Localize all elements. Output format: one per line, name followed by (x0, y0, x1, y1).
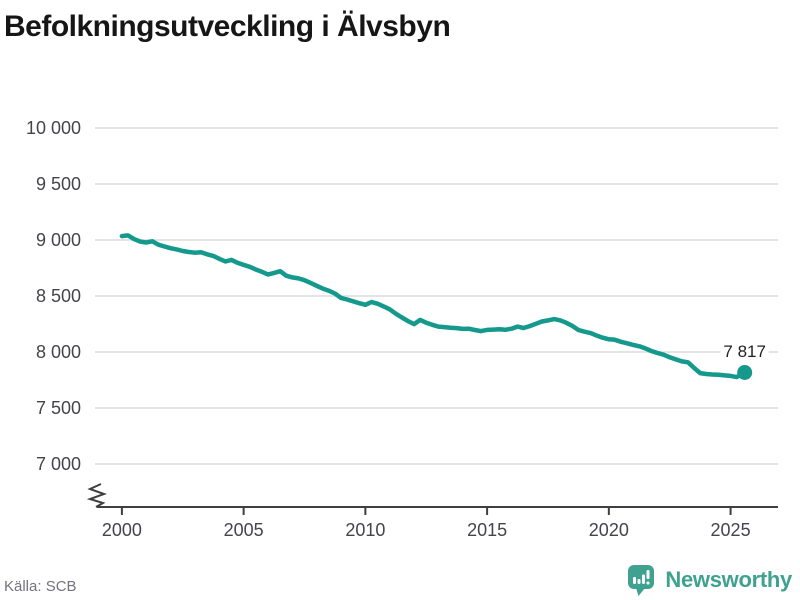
chart-title: Befolkningsutveckling i Älvsbyn (4, 10, 451, 43)
y-axis-tick-label: 8 000 (35, 342, 81, 362)
newsworthy-bubble-chart-icon (628, 564, 655, 596)
x-axis-tick-label: 2005 (223, 520, 264, 540)
y-axis-tick-label: 9 500 (35, 174, 81, 194)
x-axis-tick-label: 2015 (467, 520, 508, 540)
y-axis-tick-label: 7 000 (35, 454, 81, 474)
x-axis-tick-label: 2020 (588, 520, 629, 540)
x-axis-tick-label: 2025 (710, 520, 751, 540)
latest-value-label: 7 817 (720, 342, 769, 363)
y-axis-tick-label: 9 000 (35, 230, 81, 250)
y-axis-tick-label: 7 500 (35, 398, 81, 418)
source-note: Källa: SCB (4, 578, 77, 595)
latest-value-dot (737, 364, 753, 380)
newsworthy-logo[interactable]: Newsworthy (627, 563, 792, 597)
population-series-line (119, 233, 747, 380)
x-axis-tick-label: 2000 (101, 520, 142, 540)
brand-name: Newsworthy (665, 567, 792, 592)
y-axis-tick-label: 10 000 (25, 118, 81, 138)
y-axis-tick-label: 8 500 (35, 286, 81, 306)
axis-break-icon (86, 483, 107, 508)
x-axis-tick-label: 2010 (345, 520, 386, 540)
